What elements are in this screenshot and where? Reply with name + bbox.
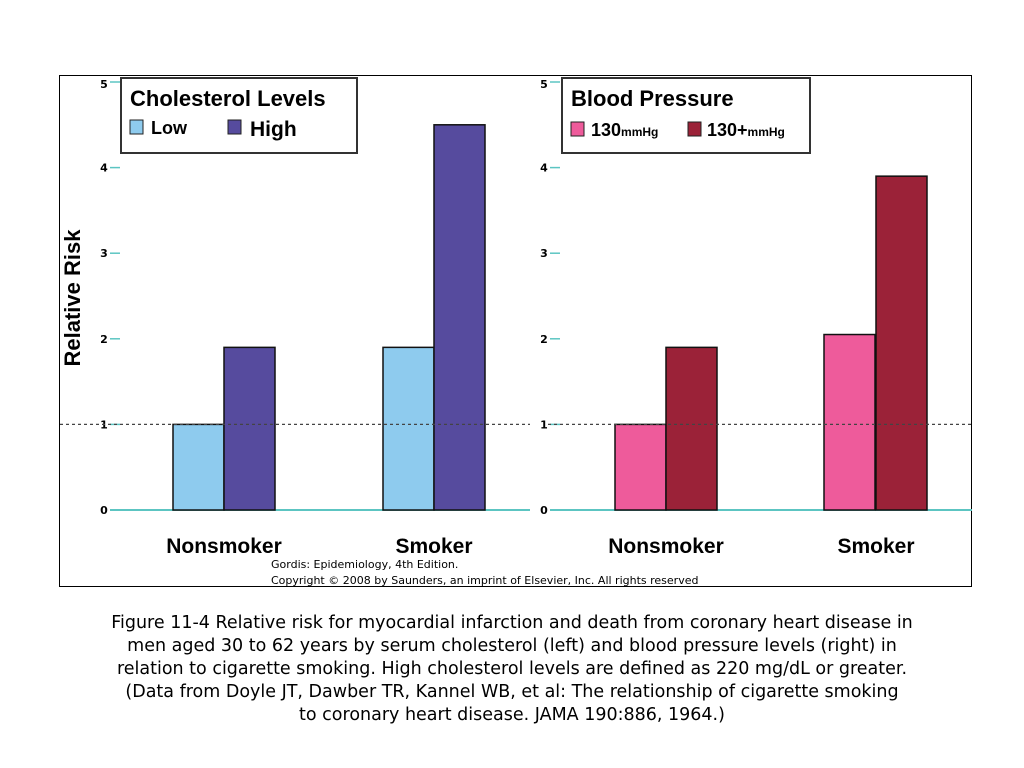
legend-swatch	[227, 119, 242, 135]
y-tick-label: 5	[100, 78, 108, 91]
y-tick-label: 0	[100, 504, 108, 517]
legend-label: 130mmHg	[591, 120, 658, 140]
credit-line-2: Copyright © 2008 by Saunders, an imprint…	[271, 574, 698, 587]
y-tick-label: 2	[100, 333, 108, 346]
legend-label: 130+mmHg	[707, 120, 785, 140]
figure-caption: Figure 11-4 Relative risk for myocardial…	[80, 612, 944, 727]
bar	[875, 175, 928, 511]
bar	[823, 333, 876, 511]
y-tick-label: 4	[540, 162, 548, 175]
category-label: Nonsmoker	[608, 535, 724, 558]
y-tick-label: 5	[540, 78, 548, 91]
bar	[223, 346, 276, 511]
legend-title: Blood Pressure	[571, 86, 734, 111]
y-tick-label: 1	[540, 418, 548, 431]
caption-line: (Data from Doyle JT, Dawber TR, Kannel W…	[125, 682, 899, 702]
bar	[172, 423, 225, 511]
y-tick-label: 4	[100, 162, 108, 175]
caption-line: to coronary heart disease. JAMA 190:886,…	[299, 705, 725, 725]
chart-panel-2: 0 1 2 3 4 5 Nonsmoker Smoker Blood Pressure 130mm…	[540, 77, 972, 558]
y-tick-label: 2	[540, 333, 548, 346]
legend-box	[120, 77, 358, 154]
legend-swatch	[129, 119, 144, 135]
y-tick-label: 3	[540, 247, 548, 260]
category-label: Smoker	[837, 535, 914, 558]
bar	[614, 423, 667, 511]
chart-panel-1: 012345NonsmokerSmokerCholesterol LevelsL…	[60, 77, 530, 558]
legend-title: Cholesterol Levels	[130, 86, 326, 111]
legend-box	[561, 77, 811, 154]
bar	[433, 124, 486, 511]
y-tick-label: 3	[100, 247, 108, 260]
y-tick-label: 0	[540, 504, 548, 517]
caption-line: men aged 30 to 62 years by serum cholest…	[127, 636, 897, 656]
legend-label: High	[250, 118, 297, 141]
category-label: Smoker	[395, 535, 472, 558]
caption-line: relation to cigarette smoking. High chol…	[116, 659, 908, 679]
bar	[382, 346, 435, 511]
legend-swatch	[687, 121, 702, 137]
bar	[665, 346, 718, 511]
credit-line-1: Gordis: Epidemiology, 4th Edition.	[271, 558, 458, 571]
y-axis-label: Relative Risk	[60, 229, 85, 367]
caption-line: Figure 11-4 Relative risk for myocardial…	[111, 613, 913, 633]
legend-label: Low	[151, 118, 188, 138]
legend-swatch	[570, 121, 585, 137]
category-label: Nonsmoker	[166, 535, 282, 558]
